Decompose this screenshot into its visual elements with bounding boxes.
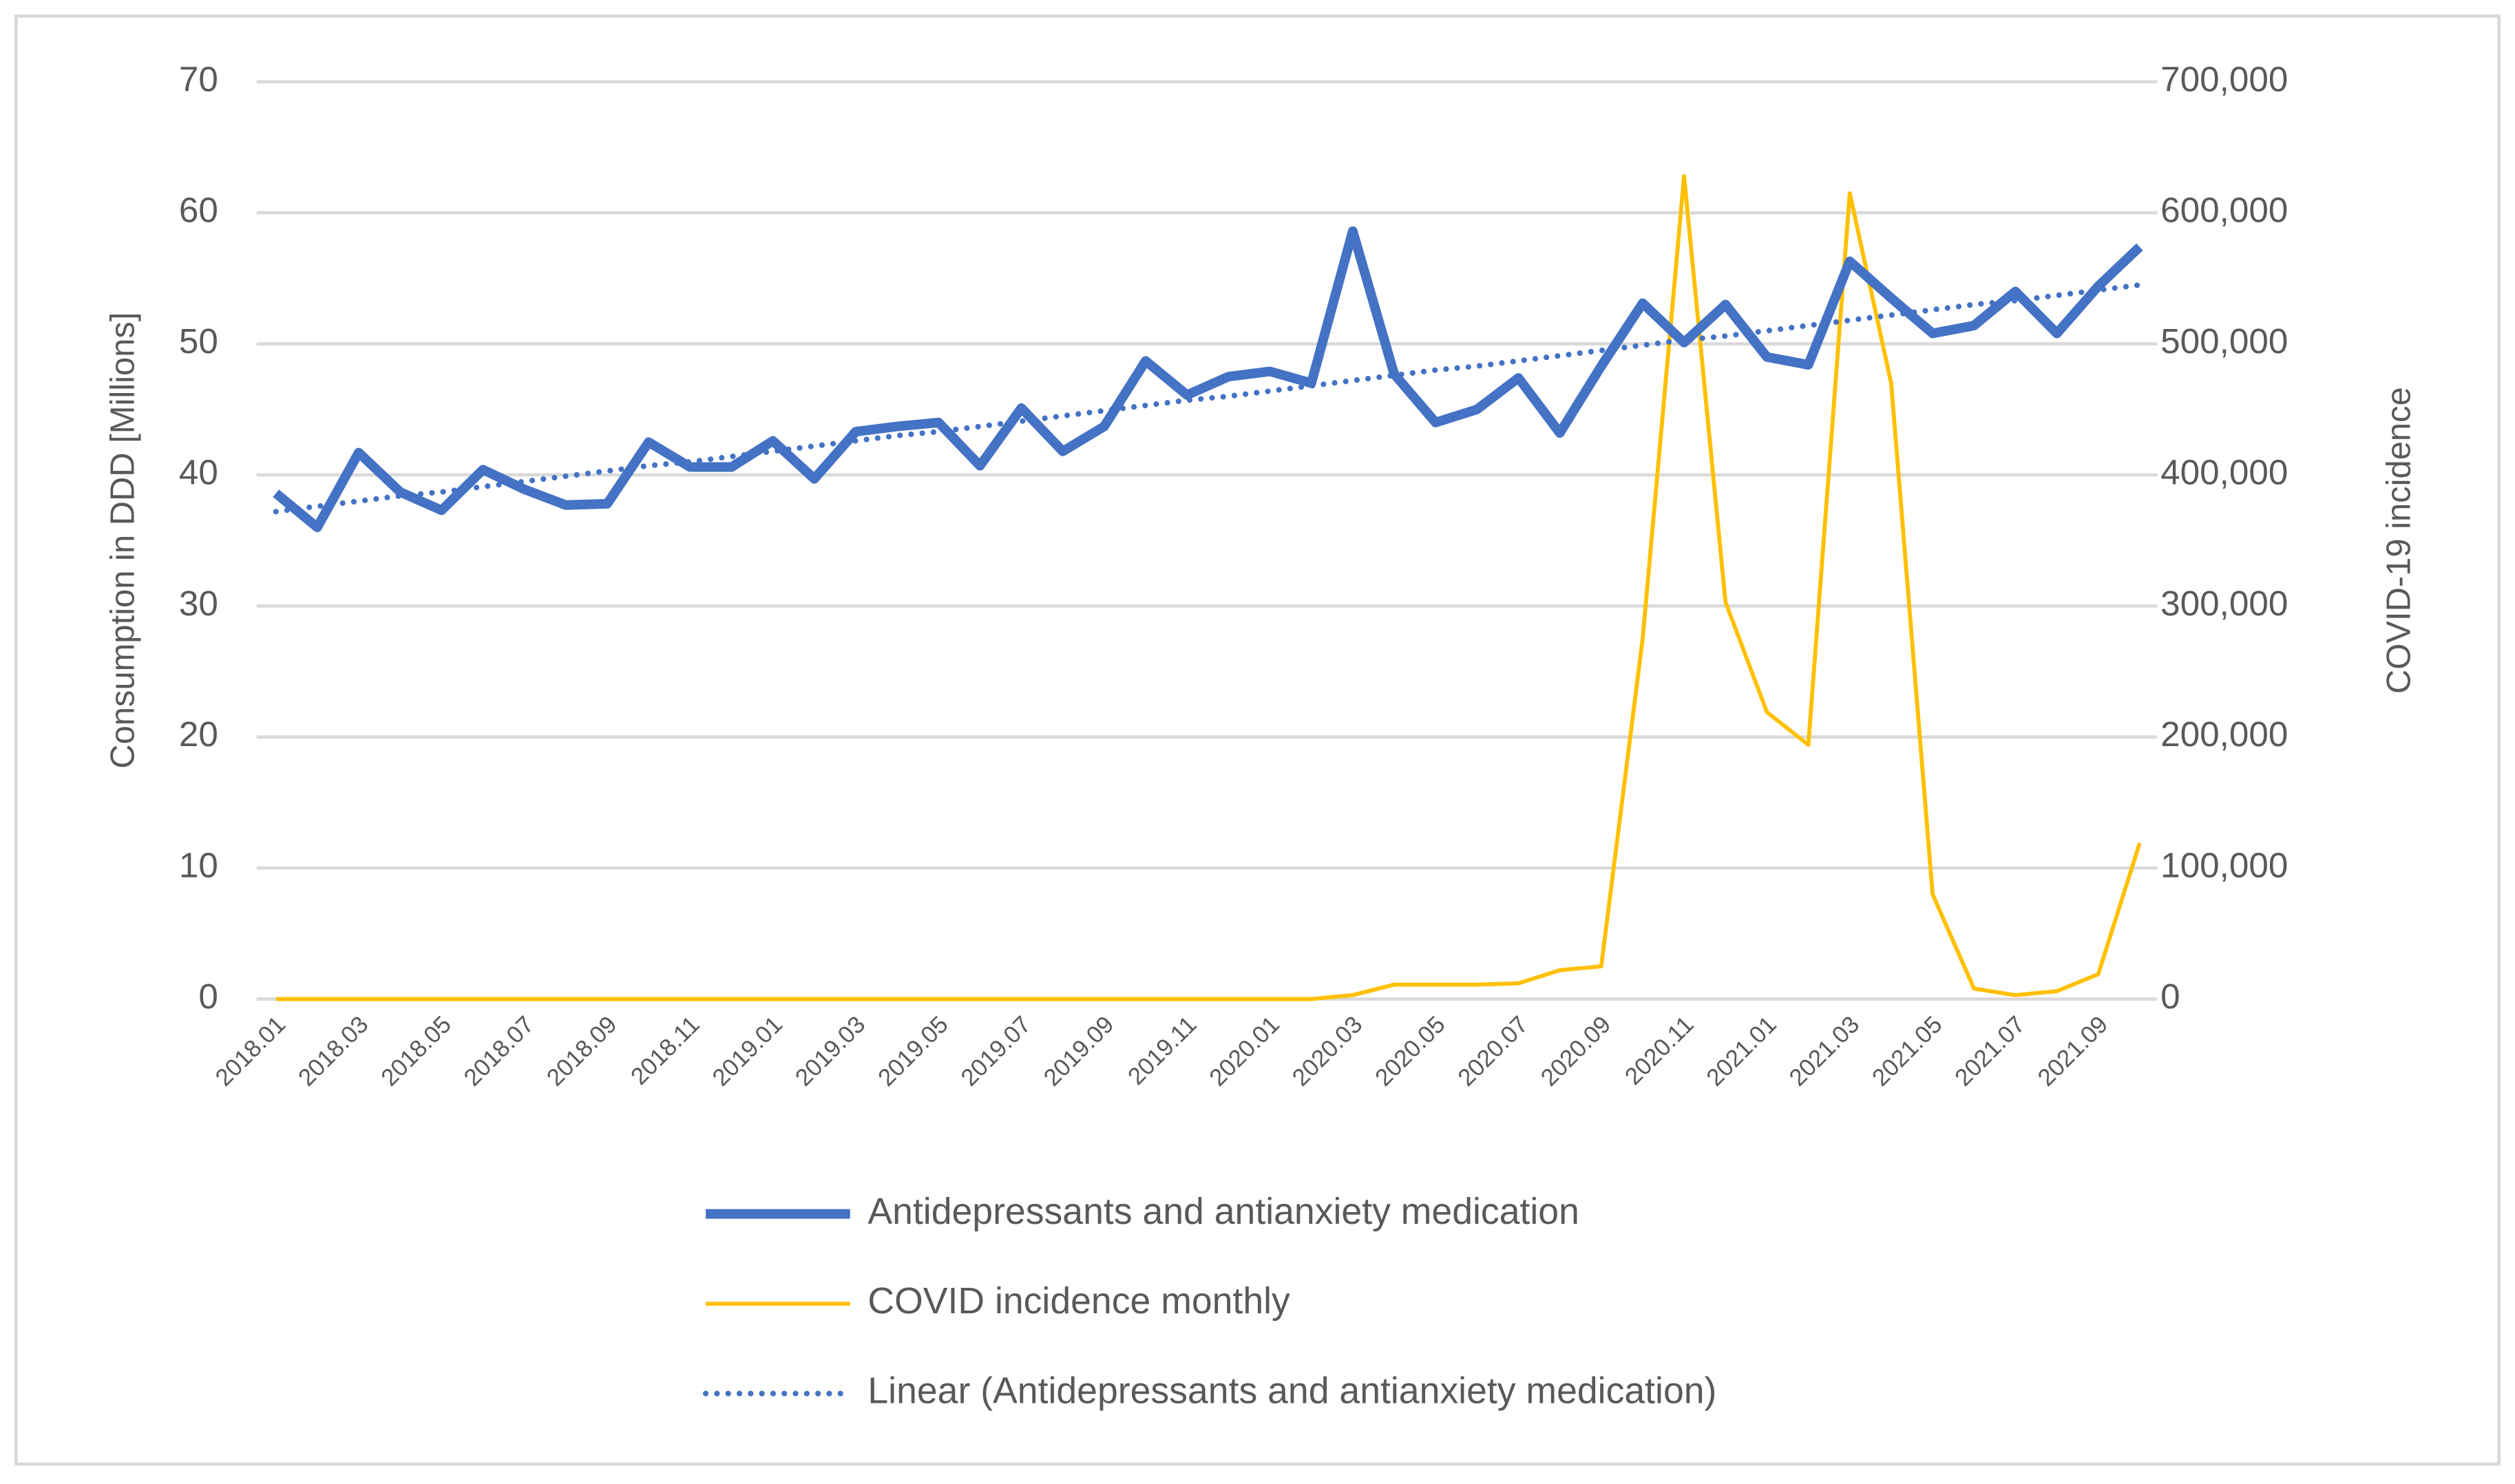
series-line	[275, 173, 2142, 1001]
y2-tick-label: 600,000	[2160, 191, 2288, 230]
y2-axis-label: COVID-19 incidence	[2381, 387, 2418, 694]
series-line	[273, 282, 2143, 515]
y2-tick-label: 700,000	[2160, 59, 2288, 98]
y2-tick-label: 0	[2160, 977, 2180, 1016]
y-tick-label: 10	[179, 846, 218, 885]
y2-tick-label: 400,000	[2160, 452, 2288, 491]
y2-tick-label: 300,000	[2160, 584, 2288, 623]
legend-label: COVID incidence monthly	[867, 1280, 1290, 1322]
y-tick-label: 50	[179, 321, 218, 361]
y-tick-label: 60	[179, 191, 218, 230]
legend-label: Antidepressants and antianxiety medicati…	[867, 1191, 1579, 1232]
y-tick-label: 70	[179, 59, 218, 98]
y2-tick-label: 500,000	[2160, 321, 2288, 361]
y-tick-label: 40	[179, 452, 218, 491]
y2-tick-label: 100,000	[2160, 846, 2288, 885]
y-tick-label: 20	[179, 714, 218, 754]
y-tick-label: 30	[179, 584, 218, 623]
y-axis-label: Consumption in DDD [Millions]	[105, 312, 142, 769]
y2-tick-label: 200,000	[2160, 714, 2288, 754]
y-tick-label: 0	[198, 977, 218, 1016]
series-line	[273, 226, 2143, 533]
chart-frame	[14, 14, 2501, 1466]
legend-label: Linear (Antidepressants and antianxiety …	[867, 1370, 1716, 1412]
